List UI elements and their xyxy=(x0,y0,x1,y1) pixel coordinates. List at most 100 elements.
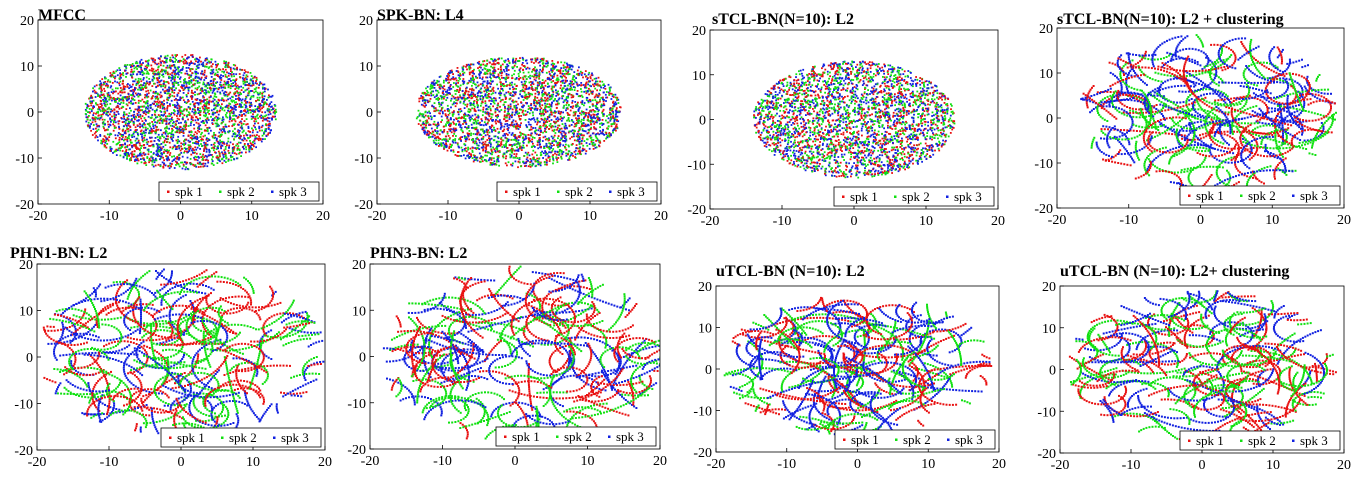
scatter-point xyxy=(128,144,131,146)
scatter-point xyxy=(154,62,157,65)
scatter-point xyxy=(232,73,235,75)
scatter-point xyxy=(115,90,117,93)
scatter-point xyxy=(542,57,545,60)
scatter-point xyxy=(202,83,205,86)
scatter-point xyxy=(470,94,473,96)
scatter-point xyxy=(462,82,465,84)
scatter-point xyxy=(471,151,474,153)
scatter-point xyxy=(115,154,118,156)
scatter-point xyxy=(176,131,178,133)
scatter-point xyxy=(167,132,169,135)
scatter-point xyxy=(252,109,254,111)
scatter-point xyxy=(249,109,252,111)
scatter-point xyxy=(614,113,617,116)
scatter-point xyxy=(544,106,547,108)
scatter-point xyxy=(607,83,610,86)
scatter-point xyxy=(131,63,134,65)
scatter-point xyxy=(249,136,252,138)
scatter-point xyxy=(160,155,163,158)
scatter-point xyxy=(240,151,243,154)
scatter-point xyxy=(499,128,502,130)
scatter-point xyxy=(176,162,178,164)
scatter-point xyxy=(123,88,126,90)
scatter-point xyxy=(174,76,176,79)
scatter-point xyxy=(140,89,143,91)
scatter-point xyxy=(178,140,181,143)
scatter-point xyxy=(154,121,156,124)
scatter-point xyxy=(142,140,145,143)
scatter-point xyxy=(534,107,537,110)
scatter-point xyxy=(522,58,525,61)
scatter-point xyxy=(577,122,580,124)
scatter-point xyxy=(185,94,188,96)
scatter-point xyxy=(472,141,475,144)
scatter-point xyxy=(225,112,228,114)
scatter-point xyxy=(142,126,145,129)
scatter-point xyxy=(185,123,187,126)
scatter-point xyxy=(225,115,228,118)
scatter-point xyxy=(538,82,541,85)
scatter-point xyxy=(544,138,547,141)
scatter-point xyxy=(513,135,515,137)
scatter-point xyxy=(257,99,259,101)
scatter-point xyxy=(566,79,568,82)
scatter-point xyxy=(203,92,206,94)
scatter-point xyxy=(571,132,574,135)
scatter-point xyxy=(173,155,175,158)
scatter-point xyxy=(233,68,236,71)
scatter-point xyxy=(212,83,215,86)
scatter-point xyxy=(248,147,251,149)
scatter-point xyxy=(142,144,145,146)
scatter-point xyxy=(106,133,109,136)
scatter-point xyxy=(484,140,487,143)
scatter-point xyxy=(429,98,432,100)
scatter-point xyxy=(424,131,427,133)
scatter-point xyxy=(505,132,508,135)
scatter-point xyxy=(96,124,99,127)
scatter-point xyxy=(221,70,224,73)
scatter-point xyxy=(128,101,130,104)
scatter-point xyxy=(229,68,232,70)
scatter-point xyxy=(112,152,114,154)
scatter-point xyxy=(208,148,210,151)
scatter-point xyxy=(161,153,164,156)
scatter-point xyxy=(100,114,103,116)
scatter-point xyxy=(591,74,594,77)
scatter-point xyxy=(117,106,119,108)
scatter-point xyxy=(196,146,199,149)
scatter-point xyxy=(161,107,164,110)
scatter-point xyxy=(89,101,92,104)
scatter-point xyxy=(454,89,456,92)
scatter-point xyxy=(546,60,549,63)
scatter-point xyxy=(581,111,584,114)
scatter-point xyxy=(512,60,514,63)
scatter-point xyxy=(261,101,264,103)
scatter-point xyxy=(462,74,465,76)
scatter-point xyxy=(602,123,605,125)
scatter-point xyxy=(169,162,172,165)
scatter-point xyxy=(251,131,254,134)
scatter-point xyxy=(166,149,168,151)
scatter-point xyxy=(151,157,154,159)
scatter-point xyxy=(185,81,188,84)
scatter-point xyxy=(187,150,190,153)
scatter-point xyxy=(100,142,102,145)
scatter-point xyxy=(238,149,241,151)
scatter-point xyxy=(263,101,265,104)
scatter-point xyxy=(95,134,98,137)
scatter-point xyxy=(240,110,242,112)
scatter-point xyxy=(232,133,235,135)
scatter-point xyxy=(481,114,484,117)
scatter-point xyxy=(185,86,188,88)
scatter-point xyxy=(89,111,91,114)
scatter-point xyxy=(184,142,187,145)
scatter-point xyxy=(505,155,508,158)
scatter-point xyxy=(572,82,575,85)
scatter-point xyxy=(214,122,217,125)
scatter-point xyxy=(263,98,265,100)
scatter-point xyxy=(494,150,497,152)
scatter-point xyxy=(516,157,519,159)
scatter-point xyxy=(190,68,193,70)
scatter-point xyxy=(177,84,180,86)
scatter-point xyxy=(531,82,533,85)
